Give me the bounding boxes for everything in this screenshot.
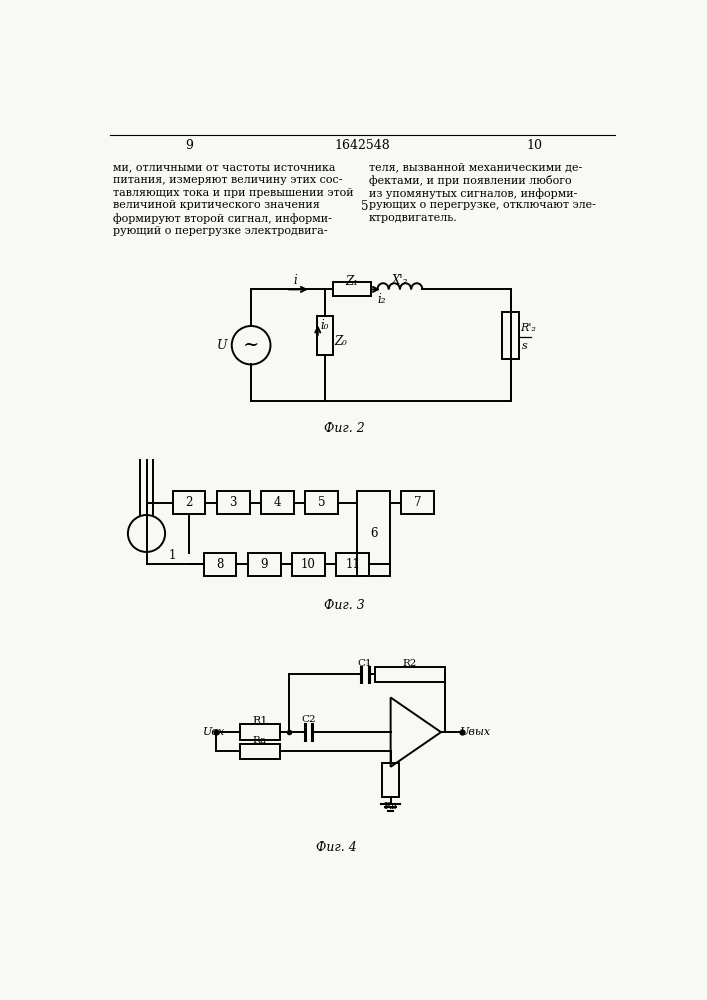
Text: из упомянутых сигналов, информи-: из упомянутых сигналов, информи- bbox=[369, 188, 578, 199]
Text: 11: 11 bbox=[345, 558, 360, 571]
Text: теля, вызванной механическими де-: теля, вызванной механическими де- bbox=[369, 162, 582, 172]
Text: R1: R1 bbox=[252, 716, 267, 726]
Text: Z₁: Z₁ bbox=[346, 275, 358, 288]
Text: Фиг. 3: Фиг. 3 bbox=[324, 599, 365, 612]
Text: 3: 3 bbox=[230, 496, 237, 509]
Bar bbox=[332, 282, 371, 296]
Text: тавляющих тока и при превышении этой: тавляющих тока и при превышении этой bbox=[113, 188, 354, 198]
Bar bbox=[240, 744, 280, 759]
Text: питания, измеряют величину этих сос-: питания, измеряют величину этих сос- bbox=[113, 175, 343, 185]
Text: Фиг. 2: Фиг. 2 bbox=[324, 422, 365, 434]
Text: R'₂: R'₂ bbox=[520, 323, 536, 333]
Text: s: s bbox=[522, 341, 527, 351]
Text: фектами, и при появлении любого: фектами, и при появлении любого bbox=[369, 175, 571, 186]
Text: Фиг. 4: Фиг. 4 bbox=[316, 841, 357, 854]
Text: X'₂: X'₂ bbox=[392, 274, 408, 287]
Bar bbox=[217, 491, 250, 514]
Text: i: i bbox=[293, 274, 297, 287]
Text: 8: 8 bbox=[216, 558, 224, 571]
Text: Z₀: Z₀ bbox=[334, 335, 347, 348]
Text: R2: R2 bbox=[403, 659, 417, 668]
Text: 10: 10 bbox=[526, 139, 542, 152]
Bar bbox=[248, 553, 281, 576]
Bar bbox=[173, 491, 206, 514]
Text: 5: 5 bbox=[361, 200, 369, 213]
Text: Rв: Rв bbox=[384, 802, 397, 811]
Text: 9: 9 bbox=[261, 558, 268, 571]
Text: Ra: Ra bbox=[252, 736, 267, 745]
Text: Uвых: Uвых bbox=[460, 727, 491, 737]
Text: рующих о перегрузке, отключают эле-: рующих о перегрузке, отключают эле- bbox=[369, 200, 596, 210]
Bar bbox=[357, 491, 390, 576]
Bar bbox=[375, 667, 445, 682]
Text: 1642548: 1642548 bbox=[334, 139, 390, 152]
Text: 10: 10 bbox=[301, 558, 316, 571]
Text: рующий о перегрузке электродвига-: рующий о перегрузке электродвига- bbox=[113, 226, 328, 236]
Text: Uвх: Uвх bbox=[203, 727, 226, 737]
Bar bbox=[502, 312, 519, 359]
Text: ~: ~ bbox=[243, 336, 259, 354]
Text: 7: 7 bbox=[414, 496, 421, 509]
Text: величиной критического значения: величиной критического значения bbox=[113, 200, 320, 210]
Text: 4: 4 bbox=[274, 496, 281, 509]
Bar bbox=[240, 724, 280, 740]
Bar bbox=[382, 763, 399, 797]
Text: C2: C2 bbox=[301, 715, 316, 724]
Text: формируют второй сигнал, информи-: формируют второй сигнал, информи- bbox=[113, 213, 332, 224]
Text: i₀: i₀ bbox=[321, 319, 329, 332]
Bar bbox=[317, 316, 332, 355]
Text: 1: 1 bbox=[169, 549, 176, 562]
Bar bbox=[261, 491, 293, 514]
Bar bbox=[204, 553, 236, 576]
Text: 2: 2 bbox=[185, 496, 193, 509]
Text: ктродвигатель.: ктродвигатель. bbox=[369, 213, 457, 223]
Text: 9: 9 bbox=[185, 139, 193, 152]
Text: U: U bbox=[216, 339, 227, 352]
Bar bbox=[292, 553, 325, 576]
Text: i₂: i₂ bbox=[378, 293, 386, 306]
Bar bbox=[305, 491, 338, 514]
Text: ми, отличными от частоты источника: ми, отличными от частоты источника bbox=[113, 162, 336, 172]
Bar bbox=[402, 491, 434, 514]
Text: C1: C1 bbox=[358, 659, 373, 668]
Text: 5: 5 bbox=[318, 496, 325, 509]
Bar bbox=[337, 553, 369, 576]
Text: 6: 6 bbox=[370, 527, 378, 540]
